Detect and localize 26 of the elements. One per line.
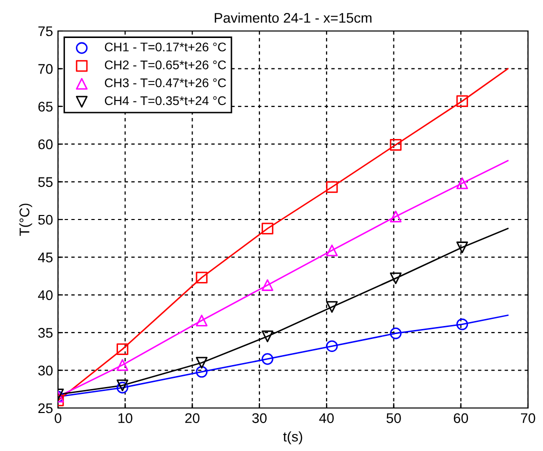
y-axis-title: T(°C)	[19, 204, 32, 236]
chart-title: Pavimento 24-1 - x=15cm	[214, 12, 372, 23]
y-tick-label: 25	[38, 403, 53, 414]
y-tick-label: 35	[38, 328, 53, 338]
y-tick-label: 75	[38, 26, 53, 36]
y-tick-label: 40	[38, 290, 53, 300]
legend-label: CH2 - T=0.65*t+26 °C	[104, 60, 226, 70]
x-tick-label: 20	[185, 413, 200, 424]
y-tick-label: 30	[38, 366, 53, 376]
legend-label: CH4 - T=0.35*t+24 °C	[104, 96, 226, 106]
y-tick-label: 60	[38, 139, 53, 150]
x-tick-label: 60	[454, 413, 468, 424]
x-axis-title: t(s)	[283, 431, 302, 444]
legend-label: CH1 - T=0.17*t+26 °C	[104, 42, 226, 52]
y-tick-label: 65	[38, 102, 53, 112]
y-tick-label: 50	[38, 214, 53, 225]
y-tick-label: 70	[38, 64, 53, 74]
legend-label: CH3 - T=0.47*t+26 °C	[104, 78, 226, 88]
y-tick-label: 55	[38, 177, 53, 187]
y-tick-label: 45	[38, 252, 53, 262]
x-tick-label: 70	[520, 413, 536, 424]
x-tick-label: 0	[54, 413, 62, 424]
x-tick-label: 40	[319, 413, 334, 424]
x-tick-label: 50	[386, 413, 401, 424]
x-tick-label: 30	[252, 413, 267, 424]
x-tick-label: 10	[118, 413, 132, 424]
